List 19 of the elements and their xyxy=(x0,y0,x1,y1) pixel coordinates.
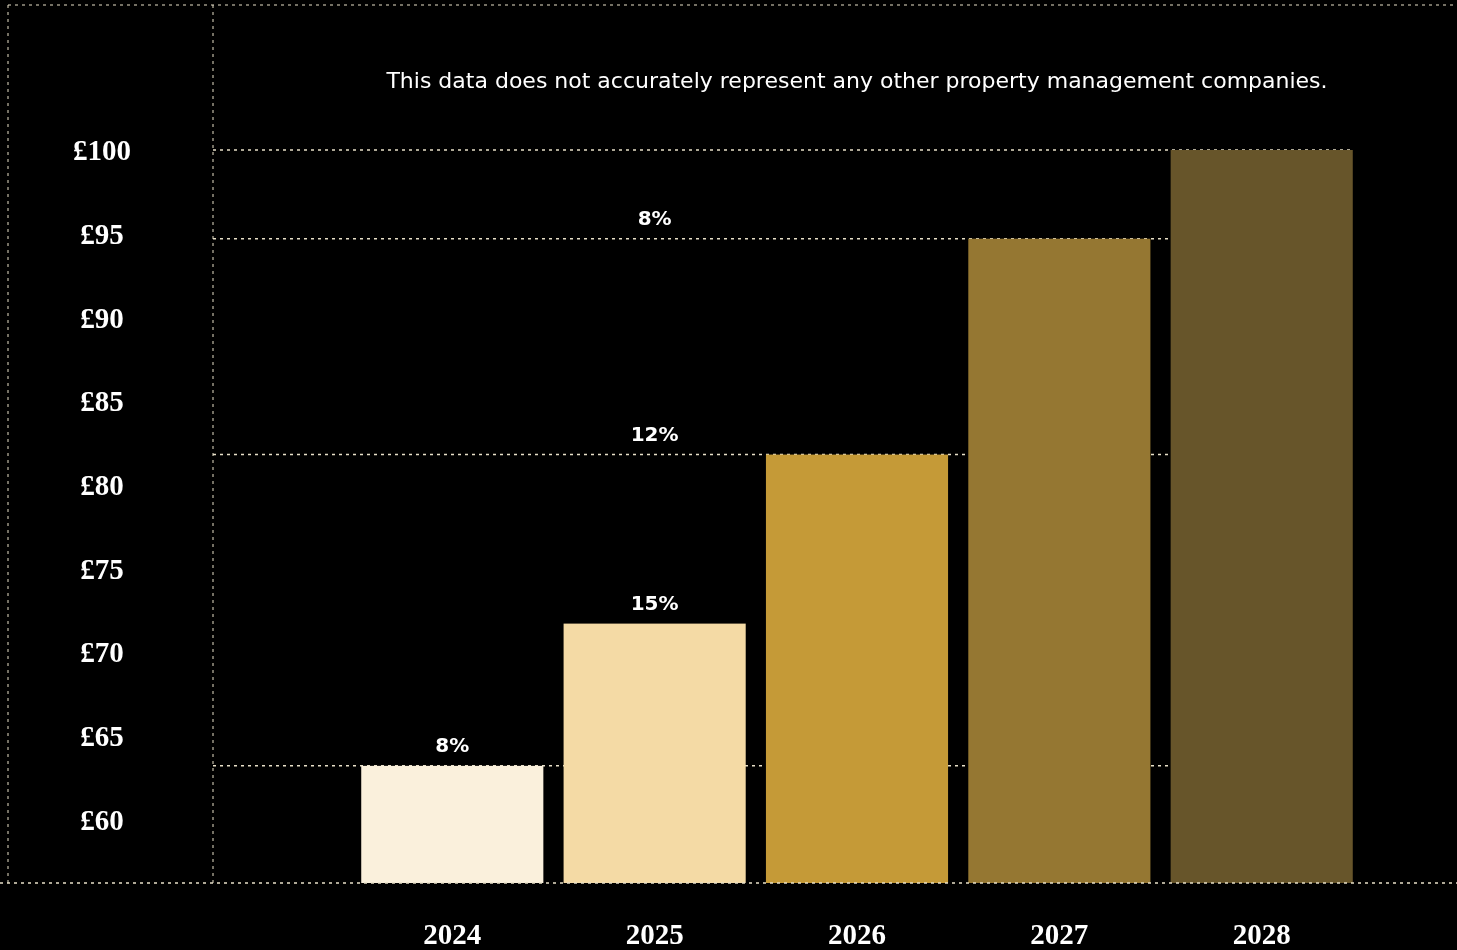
annotation: 8% xyxy=(435,732,470,757)
y-tick-label: £95 xyxy=(80,217,124,250)
y-tick-label: £60 xyxy=(80,803,124,836)
x-tick-label: 2027 xyxy=(1030,918,1089,950)
y-tick-label: £65 xyxy=(80,719,124,752)
y-tick-label: £85 xyxy=(80,385,124,418)
annotation: 12% xyxy=(630,421,679,446)
y-tick-label: £90 xyxy=(80,301,124,334)
y-tick-label: £100 xyxy=(73,134,131,167)
x-tick-label: 2025 xyxy=(625,918,684,950)
y-tick-label: £70 xyxy=(80,636,124,669)
y-tick-label: £75 xyxy=(80,552,124,585)
text: This data does not accurately represent any other property management companies. xyxy=(385,67,1328,93)
x-tick-label: 2024 xyxy=(423,918,482,950)
x-tick-label: 2026 xyxy=(828,918,886,950)
x-tick-label: 2028 xyxy=(1232,918,1291,950)
annotation: 15% xyxy=(630,590,679,615)
y-tick-label: £80 xyxy=(80,468,124,501)
annotation: 8% xyxy=(637,205,672,230)
